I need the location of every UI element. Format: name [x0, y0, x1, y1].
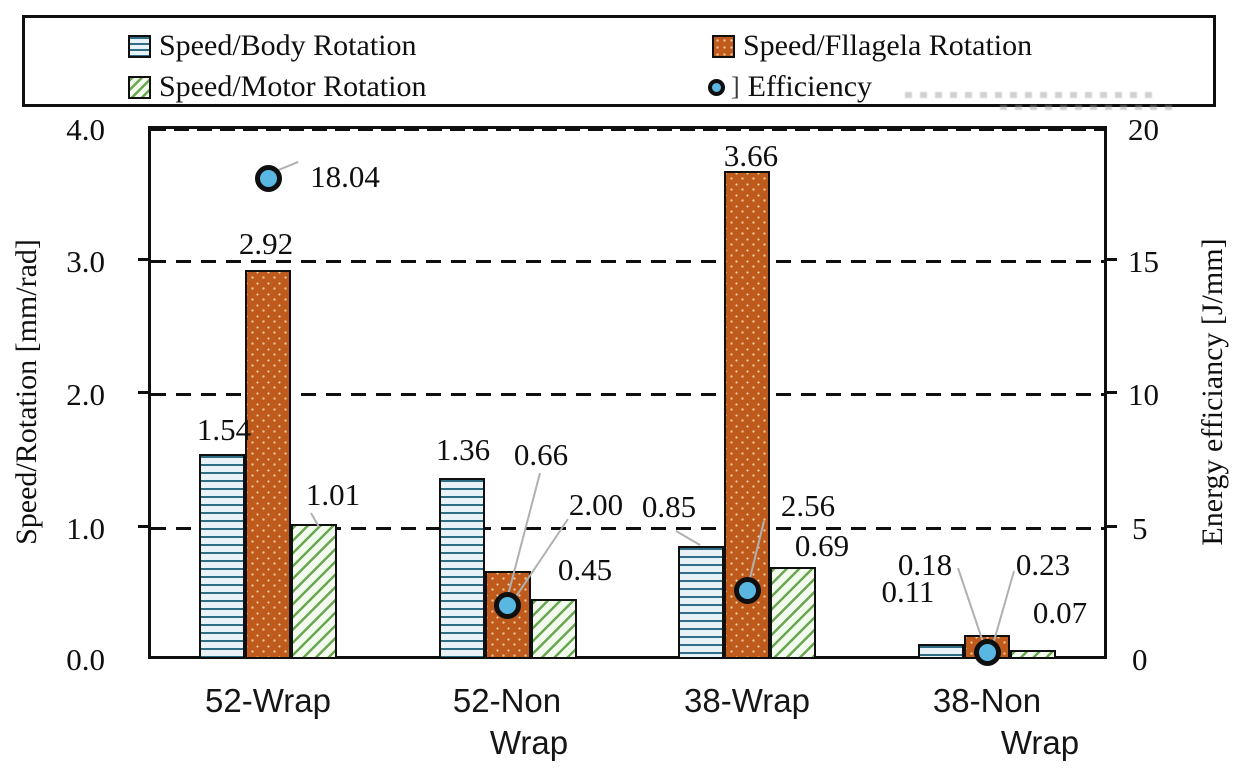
legend-item-flagella: Speed/Fllagela Rotation	[712, 29, 1032, 63]
y-axis-tick-label: 0	[1132, 642, 1148, 677]
gridline-4	[151, 128, 1104, 131]
efficiency-marker	[973, 639, 1001, 667]
bar-speed-fllagela-rotation	[724, 171, 770, 659]
legend-label: Speed/Motor Rotation	[159, 70, 427, 103]
green-hatch-swatch-icon	[128, 75, 151, 99]
y-axis-tick-label: 4.0	[66, 112, 105, 147]
y-axis-tick-label: 20	[1128, 112, 1159, 147]
bar-speed-motor-rotation	[530, 599, 577, 659]
bar-speed-body-rotation	[438, 477, 485, 659]
data-label: 0.18	[897, 547, 953, 582]
x-category-label: 38-Non	[932, 682, 1042, 719]
data-label: 0.07	[1032, 595, 1088, 630]
data-label: 0.45	[557, 552, 613, 587]
data-label: 0.69	[794, 528, 850, 563]
right-tick	[1107, 258, 1117, 261]
left-tick	[138, 258, 148, 261]
bar-speed-body-rotation	[678, 545, 724, 659]
orange-dots-swatch-icon	[712, 34, 735, 58]
x-category-label: Wrap	[1000, 724, 1080, 761]
data-label: 2.00	[568, 487, 624, 522]
y-axis-tick-label: 3.0	[66, 244, 105, 279]
legend-item-motor: Speed/Motor Rotation	[128, 70, 426, 104]
efficiency-marker	[733, 577, 761, 605]
bar-speed-body-rotation	[918, 644, 964, 659]
left-tick	[138, 525, 148, 528]
y-axis-tick-label: 15	[1128, 244, 1159, 279]
left-tick	[138, 391, 148, 394]
y-axis-tick-label: 5	[1132, 511, 1148, 546]
blue-circle-marker-icon	[708, 78, 725, 96]
legend-item-efficiency: ] Efficiency	[708, 70, 872, 104]
y-axis-tick-label: 10	[1128, 377, 1159, 412]
right-tick	[1107, 525, 1117, 528]
data-label: 0.11	[881, 574, 935, 609]
horizontal-lines-swatch-icon	[128, 34, 151, 58]
legend-label: Efficiency	[747, 70, 873, 103]
bar-speed-body-rotation	[199, 453, 245, 659]
data-label: 0.23	[1015, 547, 1071, 582]
data-label: 1.01	[305, 477, 361, 512]
legend-label: Speed/Fllagela Rotation	[743, 29, 1033, 62]
data-label: 3.66	[723, 138, 779, 173]
x-category-label: 38-Wrap	[684, 682, 810, 719]
data-label: 18.04	[310, 159, 380, 194]
legend-label: Speed/Body Rotation	[159, 29, 417, 62]
bar-speed-motor-rotation	[1010, 649, 1056, 659]
data-label: 0.85	[641, 489, 697, 524]
bar-speed-fllagela-rotation	[245, 269, 291, 659]
y-axis-tick-label: 1.0	[66, 511, 105, 546]
data-label: 2.56	[780, 488, 836, 523]
gridline-3	[151, 260, 1104, 263]
legend: Speed/Body Rotation Speed/Fllagela Rotat…	[22, 15, 1216, 107]
data-label: 2.92	[238, 226, 294, 261]
legend-item-body: Speed/Body Rotation	[128, 29, 417, 63]
data-label: 1.54	[196, 412, 252, 447]
left-axis-title: Speed/Rotation [mm/rad]	[10, 239, 43, 545]
y-axis-tick-label: 0.0	[66, 642, 105, 677]
crop-artifact	[905, 92, 1155, 98]
efficiency-marker	[254, 164, 282, 192]
gridline-1	[151, 527, 1104, 530]
y-axis-tick-label: 2.0	[66, 377, 105, 412]
right-axis-title: Energy efficiancy [J/mm]	[1196, 238, 1229, 546]
x-category-label: 52-Wrap	[205, 682, 331, 719]
bar-speed-motor-rotation	[770, 567, 816, 659]
x-category-label: Wrap	[489, 724, 569, 761]
right-tick	[1107, 391, 1117, 394]
gridline-2	[151, 393, 1104, 396]
efficiency-marker	[494, 592, 521, 620]
bar-speed-motor-rotation	[291, 524, 337, 659]
data-label: 1.36	[435, 432, 491, 467]
x-category-label: 52-Non	[452, 682, 562, 719]
crop-artifact	[1000, 105, 1180, 110]
data-label: 0.66	[513, 437, 569, 472]
bracket-artifact: ]	[731, 72, 740, 101]
